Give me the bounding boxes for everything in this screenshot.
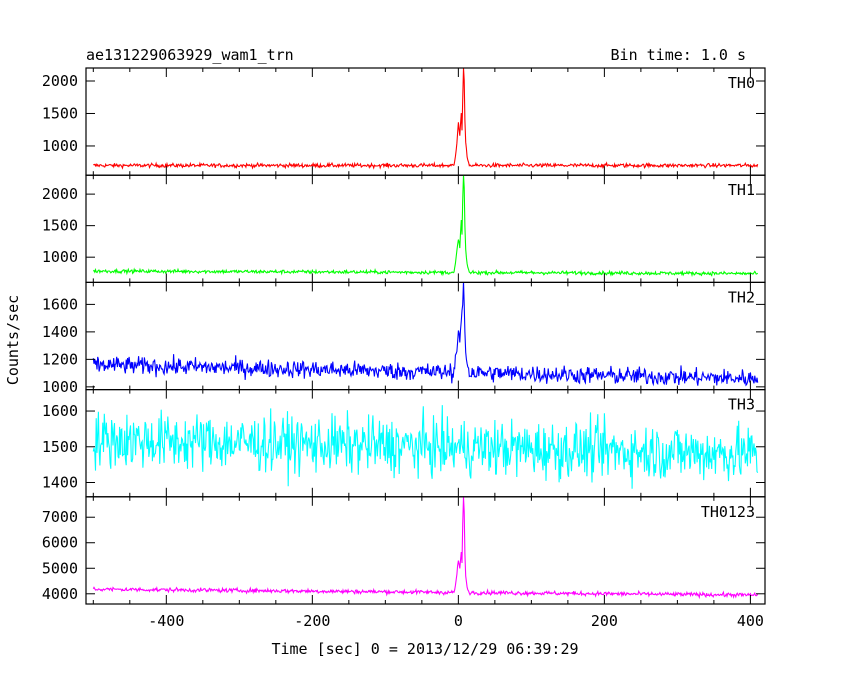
y-tick-label: 7000	[42, 508, 78, 526]
series-line-th0123	[92, 497, 759, 600]
y-tick-label: 6000	[42, 534, 78, 552]
series-line-th1	[92, 175, 759, 278]
y-tick-label: 1500	[42, 104, 78, 122]
series-line-th0	[93, 68, 759, 170]
y-tick-label: 1000	[42, 137, 78, 155]
series-label-th1: TH1	[728, 181, 755, 199]
bin-time-label: Bin time: 1.0 s	[611, 46, 746, 64]
y-tick-label: 2000	[42, 72, 78, 90]
y-axis-label: Counts/sec	[4, 295, 22, 385]
x-axis-label: Time [sec] 0 = 2013/12/29 06:39:29	[271, 640, 578, 658]
y-tick-label: 1200	[42, 350, 78, 368]
x-tick-label: 200	[591, 612, 618, 630]
panel-th2: 1000 1200 1400 1600 TH2	[42, 281, 766, 396]
y-tick-label: 1600	[42, 295, 78, 313]
series-label-th0: TH0	[728, 74, 755, 92]
x-tick-label: 0	[454, 612, 463, 630]
panel-frame	[85, 174, 766, 283]
y-tick-label: 2000	[42, 185, 78, 203]
x-tick-label: -200	[294, 612, 330, 630]
y-tick-label: 1400	[42, 323, 78, 341]
y-tick-label: 1600	[42, 402, 78, 420]
panel-th0: 1000 1500 2000 TH0	[42, 67, 766, 176]
panel-th1: 1000 1500 2000 TH1	[42, 174, 766, 283]
series-line-th3	[92, 405, 759, 489]
y-tick-label: 1000	[42, 378, 78, 396]
series-label-th0123: TH0123	[701, 503, 755, 521]
x-tick-label: -400	[148, 612, 184, 630]
panel-frame	[85, 67, 766, 176]
panel-th3: 1400 1500 1600 TH3	[42, 389, 766, 498]
panel-frame	[85, 496, 766, 605]
panel-th0123: 4000 5000 6000 7000 TH0123 -400 -200 0 200 400	[42, 496, 766, 630]
series-line-th2	[92, 282, 759, 387]
chart-title: ae131229063929_wam1_trn	[86, 46, 294, 64]
series-label-th2: TH2	[728, 288, 755, 306]
y-tick-label: 1500	[42, 217, 78, 235]
y-tick-label: 1500	[42, 438, 78, 456]
x-tick-label: 400	[737, 612, 764, 630]
y-tick-label: 4000	[42, 585, 78, 603]
series-label-th3: TH3	[728, 396, 755, 414]
y-tick-label: 1000	[42, 248, 78, 266]
y-tick-label: 5000	[42, 559, 78, 577]
y-tick-label: 1400	[42, 474, 78, 492]
